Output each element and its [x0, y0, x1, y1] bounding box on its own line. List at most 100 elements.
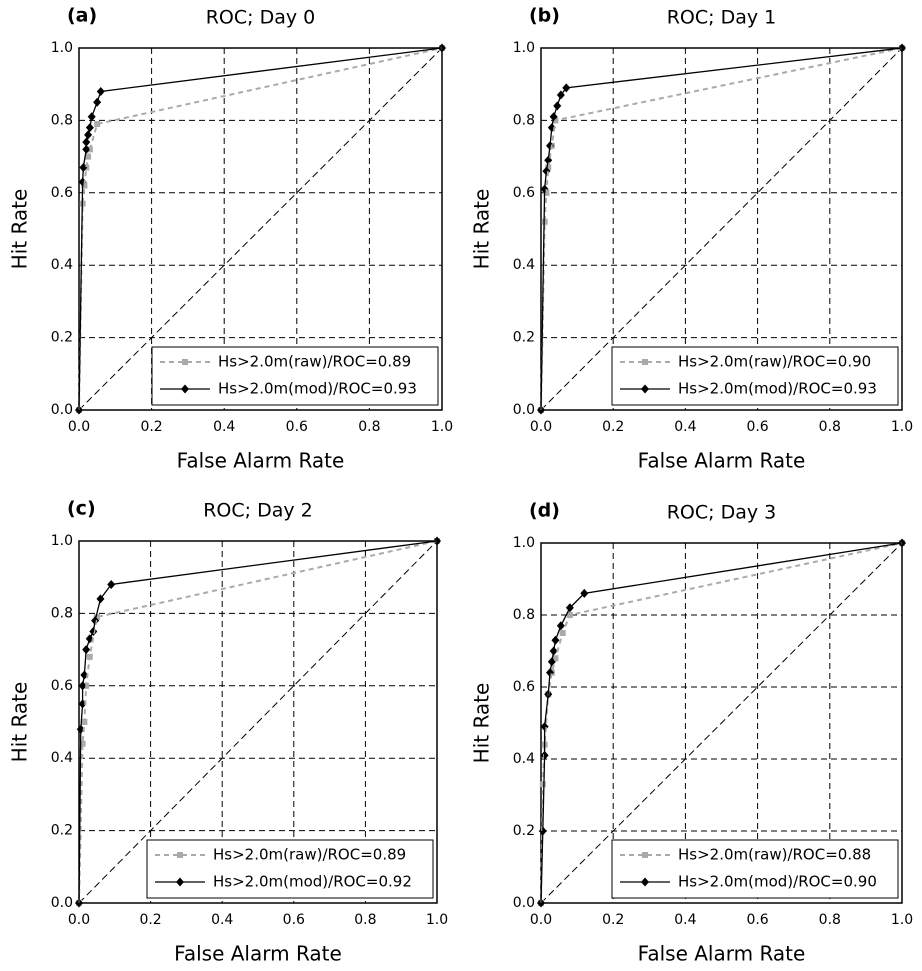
x-tick-label: 0.6 — [746, 912, 768, 928]
x-tick-label: 0.2 — [140, 419, 162, 435]
legend-label: Hs>2.0m(raw)/ROC=0.90 — [678, 353, 871, 371]
x-tick-label: 0.2 — [602, 912, 624, 928]
legend-marker — [641, 384, 649, 394]
x-tick-label: 0.0 — [530, 419, 552, 435]
series-line — [540, 47, 903, 411]
y-tick-label: 0.4 — [51, 750, 73, 766]
chart-title: ROC; Day 1 — [667, 7, 777, 29]
legend-box — [151, 346, 439, 406]
legend-marker — [641, 877, 649, 887]
point — [81, 182, 88, 189]
y-tick-label: 0.0 — [513, 895, 535, 911]
y-axis-label: Hit Rate — [470, 189, 494, 270]
panel: 0.0 0.2 0.4 0.6 0.8 1.0 0.0 0.2 0.4 0.6 0.8 1.0 Hs>2… — [470, 500, 914, 966]
plot-frame — [78, 47, 443, 411]
x-axis-label: False Alarm Rate — [638, 942, 806, 966]
x-tick-label: 0.0 — [68, 419, 90, 435]
point — [93, 614, 100, 621]
panel-label: (d) — [529, 500, 560, 522]
x-tick-label: 0.4 — [674, 912, 696, 928]
legend-marker — [642, 852, 648, 858]
y-tick-label: 0.2 — [51, 823, 73, 839]
legend-marker — [176, 877, 184, 887]
panel-label: (a) — [67, 5, 97, 27]
y-tick-label: 1.0 — [51, 533, 73, 549]
panel: 0.0 0.2 0.4 0.6 0.8 1.0 0.0 0.2 0.4 0.6 0.8 1.0 Hs>2… — [8, 5, 454, 473]
legend-marker — [181, 384, 189, 394]
y-tick-label: 0.6 — [51, 678, 73, 694]
x-tick-label: 0.0 — [68, 912, 90, 928]
y-axis-label: Hit Rate — [8, 682, 32, 763]
legend-label: Hs>2.0m(mod)/ROC=0.93 — [678, 380, 877, 398]
y-tick-label: 0.8 — [51, 112, 73, 128]
series-line — [78, 47, 443, 411]
legend-marker — [642, 359, 648, 365]
reference-diagonal — [540, 542, 903, 904]
y-tick-label: 0.8 — [513, 607, 535, 623]
y-tick-label: 0.0 — [51, 402, 73, 418]
y-tick-label: 0.0 — [51, 895, 73, 911]
y-axis-label: Hit Rate — [8, 189, 32, 270]
y-tick-label: 0.4 — [513, 257, 535, 273]
reference-diagonal — [540, 47, 903, 411]
x-axis-label: False Alarm Rate — [177, 449, 345, 473]
legend-box — [146, 839, 434, 899]
series-line — [540, 47, 903, 411]
legend-label: Hs>2.0m(mod)/ROC=0.93 — [218, 380, 417, 398]
y-tick-label: 0.6 — [513, 185, 535, 201]
plot-frame — [540, 542, 903, 904]
y-tick-label: 0.2 — [51, 330, 73, 346]
x-tick-label: 0.8 — [819, 419, 841, 435]
x-tick-label: 0.2 — [602, 419, 624, 435]
y-tick-label: 0.0 — [513, 402, 535, 418]
y-tick-label: 0.4 — [513, 751, 535, 767]
y-tick-label: 1.0 — [51, 40, 73, 56]
x-tick-label: 1.0 — [891, 419, 913, 435]
y-tick-label: 0.6 — [513, 679, 535, 695]
x-tick-label: 0.4 — [674, 419, 696, 435]
plot-frame — [78, 540, 438, 904]
x-tick-label: 0.6 — [286, 419, 308, 435]
series-line — [78, 540, 438, 904]
legend-marker — [177, 852, 183, 858]
legend-label: Hs>2.0m(raw)/ROC=0.89 — [213, 846, 406, 864]
x-tick-label: 0.0 — [530, 912, 552, 928]
reference-diagonal — [78, 540, 438, 904]
series-line — [540, 542, 903, 904]
point — [545, 164, 552, 171]
legend-label: Hs>2.0m(mod)/ROC=0.90 — [678, 873, 877, 891]
x-tick-label: 0.4 — [213, 419, 235, 435]
y-tick-label: 0.2 — [513, 823, 535, 839]
x-tick-label: 0.8 — [358, 419, 380, 435]
panel: 0.0 0.2 0.4 0.6 0.8 1.0 0.0 0.2 0.4 0.6 0.8 1.0 Hs>2… — [470, 5, 914, 473]
x-tick-label: 0.8 — [354, 912, 376, 928]
x-tick-label: 0.8 — [819, 912, 841, 928]
x-axis-label: False Alarm Rate — [174, 942, 342, 966]
point — [94, 121, 101, 128]
x-tick-label: 0.6 — [283, 912, 305, 928]
y-tick-label: 0.8 — [51, 605, 73, 621]
legend-label: Hs>2.0m(mod)/ROC=0.92 — [213, 873, 412, 891]
chart-title: ROC; Day 2 — [203, 500, 313, 522]
plot-frame — [540, 47, 903, 411]
y-tick-label: 0.8 — [513, 112, 535, 128]
y-tick-label: 0.2 — [513, 330, 535, 346]
panel: 0.0 0.2 0.4 0.6 0.8 1.0 0.0 0.2 0.4 0.6 0.8 1.0 Hs>2… — [8, 498, 449, 966]
legend-label: Hs>2.0m(raw)/ROC=0.88 — [678, 846, 871, 864]
legend-marker — [182, 359, 188, 365]
legend-box — [611, 839, 899, 899]
y-tick-label: 0.6 — [51, 185, 73, 201]
x-axis-label: False Alarm Rate — [638, 449, 806, 473]
series-line — [78, 540, 438, 904]
y-tick-label: 1.0 — [513, 535, 535, 551]
panel-label: (c) — [67, 498, 96, 520]
x-tick-label: 0.4 — [211, 912, 233, 928]
x-tick-label: 0.2 — [139, 912, 161, 928]
point — [79, 740, 86, 747]
x-tick-label: 1.0 — [431, 419, 453, 435]
chart-title: ROC; Day 3 — [667, 502, 777, 524]
y-axis-label: Hit Rate — [470, 683, 494, 764]
reference-diagonal — [78, 47, 443, 411]
panel-label: (b) — [529, 5, 560, 27]
